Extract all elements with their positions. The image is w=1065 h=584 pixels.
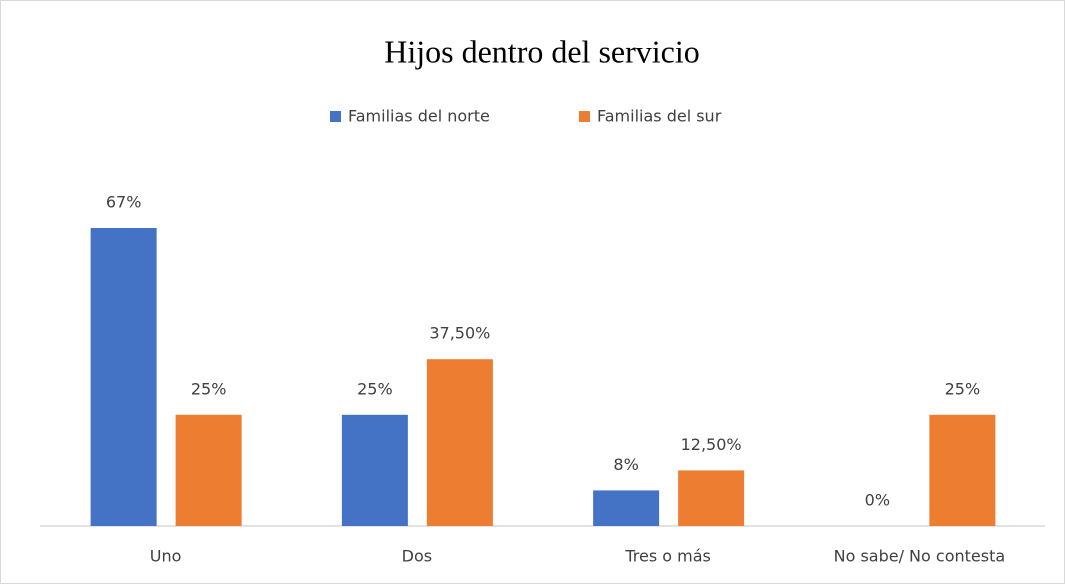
bar [341,414,408,526]
x-tick-label: Dos [402,547,432,566]
legend-label: Familias del sur [597,107,722,126]
chart-title: Hijos dentro del servicio [384,33,699,69]
data-label: 0% [865,491,890,510]
legend-label: Familias del norte [348,107,490,126]
bar [678,470,745,526]
legend-swatch [579,111,590,122]
data-label: 12,50% [681,435,742,454]
bar [593,490,660,526]
data-label: 37,50% [429,324,490,343]
data-label: 25% [945,379,981,398]
data-label: 67% [106,193,142,212]
data-label: 25% [357,379,393,398]
bar [90,228,157,526]
data-label: 8% [613,455,638,474]
x-tick-label: Tres o más [624,547,711,566]
bar [426,359,493,526]
legend-swatch [330,111,341,122]
data-label: 25% [191,379,227,398]
x-tick-label: No sabe/ No contesta [834,547,1006,566]
bar [175,414,242,526]
bar [929,414,996,526]
x-tick-label: Uno [150,547,182,566]
